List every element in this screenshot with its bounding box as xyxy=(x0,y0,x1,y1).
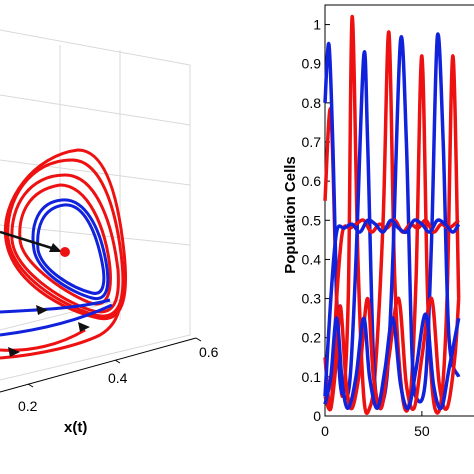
x-tick-label: 0.6 xyxy=(199,344,219,360)
grid-line xyxy=(0,334,191,381)
x-tick-label: 0.4 xyxy=(108,370,128,386)
time-series-plot: 0 0.1 0.2 0.3 0.4 0.5 0.6 0.7 0.8 0.9 1 0 50 Popula… xyxy=(282,4,474,439)
x-tick-label: 0.2 xyxy=(18,398,38,414)
red-trajectory xyxy=(0,304,122,360)
blue-trajectory xyxy=(36,203,106,295)
x-tick-label: 0 xyxy=(321,423,329,439)
equilibrium-point xyxy=(60,247,70,257)
red-trajectory xyxy=(10,173,120,314)
y-tick-label: 0.5 xyxy=(302,212,322,228)
y-axis-title: Population Cells xyxy=(282,156,299,274)
arrow-head xyxy=(8,347,20,357)
blue-trajectory xyxy=(31,198,110,301)
red-trajectory xyxy=(3,148,128,321)
arrow-shaft xyxy=(0,230,59,252)
y-tick-label: 0.8 xyxy=(302,95,322,111)
x-axis-title: x(t) xyxy=(64,419,87,436)
red-series-low xyxy=(323,296,461,412)
3d-trajectories xyxy=(0,148,128,360)
y-tick-label: 0.7 xyxy=(302,134,322,150)
grid-line xyxy=(0,29,191,66)
blue-series-middle xyxy=(323,218,461,397)
x-tick-mark xyxy=(27,383,34,388)
arrow-head xyxy=(36,305,48,315)
phase-portrait-3d: 0.2 0.4 0.6 x(t) xyxy=(0,29,219,436)
series-lines xyxy=(323,14,461,416)
red-trajectory xyxy=(18,183,112,306)
3d-grid xyxy=(0,29,191,381)
blue-trajectory xyxy=(0,298,111,314)
x-tick-mark xyxy=(195,337,202,342)
x-tick-mark xyxy=(114,359,121,364)
plot-frame xyxy=(324,4,474,417)
arrow-head xyxy=(78,322,90,332)
y-tick-label: 0.1 xyxy=(302,369,322,385)
red-series-peak xyxy=(323,14,461,416)
blue-trajectory xyxy=(0,303,113,337)
blue-series-low xyxy=(323,312,461,411)
y-tick-label: 0.9 xyxy=(302,56,322,72)
3d-direction-arrows xyxy=(0,230,90,357)
x-ticks: 0 50 xyxy=(321,411,430,439)
y-tick-label: 0.2 xyxy=(302,330,322,346)
y-tick-label: 0 xyxy=(313,408,321,424)
arrow-head xyxy=(49,243,62,252)
x-tick-label: 50 xyxy=(414,423,430,439)
y-ticks: 0 0.1 0.2 0.3 0.4 0.5 0.6 0.7 0.8 0.9 1 xyxy=(302,17,330,424)
x-axis-line xyxy=(0,337,197,393)
y-tick-label: 0.3 xyxy=(302,291,322,307)
red-trajectory xyxy=(6,158,125,318)
grid-line xyxy=(0,94,191,126)
y-tick-label: 1 xyxy=(313,17,321,33)
3d-x-axis xyxy=(0,337,202,393)
y-tick-label: 0.4 xyxy=(302,251,322,267)
y-tick-label: 0.6 xyxy=(302,173,322,189)
